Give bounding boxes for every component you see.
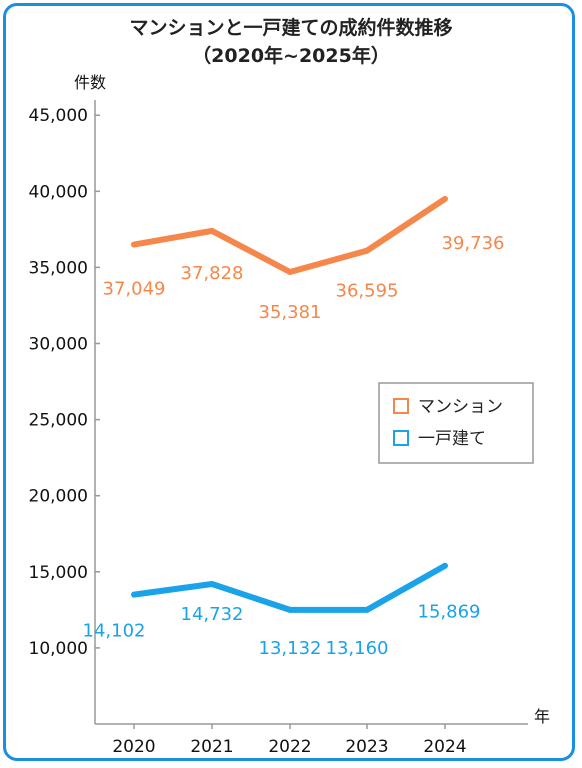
x-tick-label: 2024 xyxy=(423,737,466,757)
data-label: 13,132 xyxy=(259,638,322,659)
y-tick-label: 10,000 xyxy=(29,639,88,659)
x-tick-label: 2021 xyxy=(190,737,233,757)
data-label: 37,049 xyxy=(103,279,166,300)
data-label: 35,381 xyxy=(259,302,322,323)
x-axis-label: 年 xyxy=(534,707,550,726)
data-label: 15,869 xyxy=(418,602,481,623)
data-label: 37,828 xyxy=(181,263,244,284)
legend-swatch xyxy=(393,398,409,414)
y-tick-label: 15,000 xyxy=(29,563,88,583)
series-line-1 xyxy=(131,195,448,275)
chart-title: マンションと一戸建ての成約件数推移 xyxy=(129,17,453,39)
legend-label: マンション xyxy=(418,397,503,417)
legend-box xyxy=(378,382,534,464)
data-labels: 37,049 37,828 35,381 36,595 39,736 14,102 14,7… xyxy=(83,233,505,659)
data-label: 14,732 xyxy=(181,604,244,625)
x-tick-label: 2023 xyxy=(345,737,388,757)
x-tick-label: 2020 xyxy=(112,737,155,757)
y-tick-label: 25,000 xyxy=(29,411,88,431)
y-axis-ticks: 10,000 15,000 20,000 25,000 30,000 35,000 40,0… xyxy=(29,106,100,659)
y-tick-label: 35,000 xyxy=(29,258,88,278)
x-tick-label: 2022 xyxy=(268,737,311,757)
legend-swatch xyxy=(393,430,409,446)
data-label: 36,595 xyxy=(336,281,399,302)
y-tick-label: 45,000 xyxy=(29,106,88,126)
series-lines xyxy=(131,195,448,613)
data-label: 13,160 xyxy=(326,638,389,659)
y-tick-label: 40,000 xyxy=(29,182,88,202)
y-tick-label: 20,000 xyxy=(29,487,88,507)
y-tick-label: 30,000 xyxy=(29,335,88,355)
data-label: 39,736 xyxy=(442,233,505,254)
chart-frame xyxy=(3,3,575,761)
y-axis-label: 件数 xyxy=(74,73,106,92)
data-label: 14,102 xyxy=(83,621,146,642)
legend-label: 一戸建て xyxy=(418,429,486,449)
chart-subtitle: （2020年~2025年） xyxy=(192,45,390,67)
x-axis-ticks: 2020 2021 2022 2023 2024 xyxy=(112,724,467,757)
